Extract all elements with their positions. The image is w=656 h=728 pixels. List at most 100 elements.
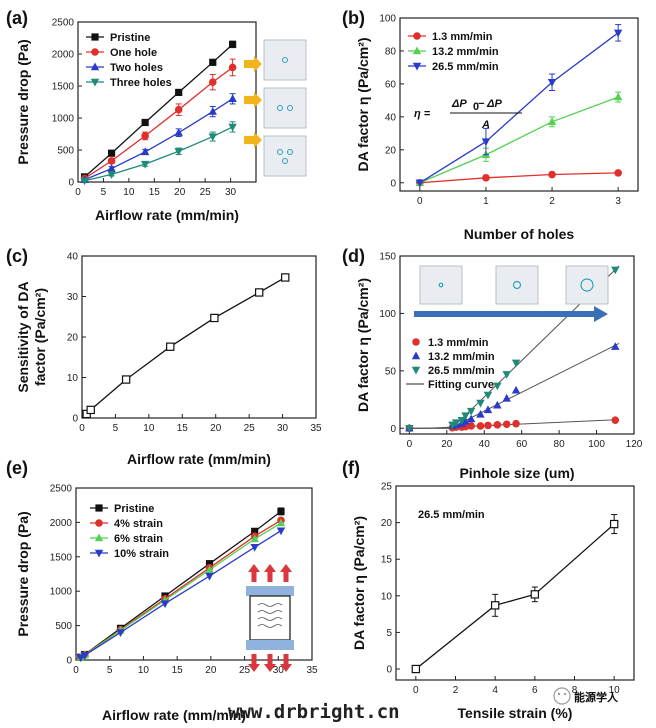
data-point	[476, 399, 485, 408]
pinhole	[580, 278, 594, 292]
data-point	[281, 273, 290, 282]
membrane-sample	[249, 595, 291, 641]
legend-label: Three holes	[110, 77, 172, 89]
pinhole	[277, 105, 283, 111]
x-tick-label: 1	[483, 196, 489, 207]
pull-down-arrow-icon	[280, 654, 292, 672]
y-tick-label: 500	[57, 146, 74, 157]
membrane-inset	[263, 135, 307, 177]
data-point	[405, 425, 414, 433]
pinhole	[282, 158, 288, 164]
x-tick-label: 0	[79, 423, 85, 434]
wechat-icon	[553, 687, 571, 705]
membrane-inset	[565, 265, 609, 305]
x-tick-label: 25	[239, 665, 251, 676]
legend-label: 1.3 mm/min	[432, 31, 493, 43]
legend-label: 10% strain	[114, 548, 169, 560]
data-point	[107, 149, 116, 157]
series-line	[419, 172, 619, 184]
x-tick-label: 0	[73, 665, 79, 676]
series-line	[415, 523, 615, 670]
series-line	[419, 32, 619, 184]
y-tick-label: 2500	[50, 484, 73, 495]
legend-marker	[95, 519, 103, 527]
x-axis-label: Number of holes	[464, 226, 575, 242]
x-tick-label: 15	[149, 187, 161, 198]
panel-label: (d)	[342, 246, 365, 266]
y-tick-label: 10	[67, 373, 79, 384]
pinhole	[277, 149, 283, 155]
x-axis-label: Airflow rate (mm/min)	[102, 707, 246, 723]
y-tick-label: 1500	[50, 552, 73, 563]
x-tick-label: 5	[113, 423, 119, 434]
legend-marker	[412, 62, 422, 71]
y-axis-label: Pressure drop (Pa)	[15, 511, 31, 636]
data-point	[76, 654, 85, 663]
formula-subscript: 0	[473, 101, 479, 113]
y-tick-label: 1000	[52, 114, 75, 125]
x-tick-label: 120	[626, 439, 643, 450]
data-point	[611, 416, 620, 425]
data-point	[466, 407, 476, 416]
legend-marker	[412, 338, 420, 346]
data-point	[547, 117, 557, 125]
y-tick-label: 2000	[52, 50, 75, 61]
x-axis-label: Airflow rate (mm/min)	[127, 451, 271, 467]
x-tick-label: 0	[407, 439, 413, 450]
legend-marker	[411, 366, 421, 375]
membrane-inset	[495, 265, 539, 305]
data-point	[166, 342, 175, 351]
y-tick-label: 10	[381, 591, 393, 602]
x-tick-label: 30	[225, 187, 237, 198]
data-point	[210, 313, 219, 323]
data-point	[141, 118, 149, 127]
y-tick-label: 150	[379, 252, 396, 263]
data-point	[457, 417, 466, 425]
legend-label: One hole	[110, 47, 157, 59]
y-axis-label: DA factor η (Pa/cm²)	[351, 516, 367, 650]
data-point	[205, 565, 214, 574]
data-point	[228, 63, 237, 72]
data-point	[208, 107, 217, 115]
plot-frame	[75, 487, 313, 661]
data-point	[228, 123, 237, 132]
data-point	[80, 652, 89, 660]
x-tick-label: 8	[572, 685, 578, 696]
x-tick-label: 20	[441, 439, 453, 450]
data-point	[483, 391, 493, 400]
x-tick-label: 30	[273, 665, 285, 676]
y-axis-label: factor (Pa/cm²)	[32, 288, 48, 386]
pull-up-arrow-icon	[280, 564, 292, 582]
data-point	[250, 534, 259, 543]
data-point	[175, 88, 183, 96]
data-point	[512, 419, 520, 428]
x-tick-label: 10	[143, 423, 155, 434]
x-tick-label: 2	[549, 196, 555, 207]
x-axis-label: Pinhole size (um)	[459, 465, 574, 481]
y-axis-label: DA factor η (Pa/cm²)	[355, 37, 371, 171]
pull-down-arrow-icon	[248, 654, 260, 672]
legend-marker	[94, 549, 104, 558]
legend-marker	[91, 48, 99, 56]
data-point	[415, 179, 425, 188]
data-point	[80, 177, 89, 186]
data-point	[140, 160, 150, 169]
data-point	[254, 288, 264, 297]
x-tick-label: 20	[174, 187, 186, 198]
membrane-inset	[263, 87, 307, 129]
formula-minus-dp: − ΔP	[478, 98, 502, 110]
data-point	[208, 133, 217, 142]
y-tick-label: 1000	[50, 587, 73, 598]
legend-label: 1.3 mm/min	[428, 337, 489, 349]
y-tick-label: 25	[381, 482, 393, 493]
data-point	[502, 371, 511, 379]
data-point	[461, 416, 470, 425]
y-tick-label: 5	[386, 628, 392, 639]
x-axis-label: Tensile strain (%)	[458, 705, 573, 721]
data-point	[107, 157, 116, 165]
y-tick-label: 80	[385, 46, 397, 57]
x-tick-label: 0	[413, 685, 419, 696]
plot-frame	[399, 255, 635, 435]
x-axis-label: Airflow rate (mm/min)	[95, 207, 239, 223]
wechat-icon-eye	[563, 692, 567, 696]
